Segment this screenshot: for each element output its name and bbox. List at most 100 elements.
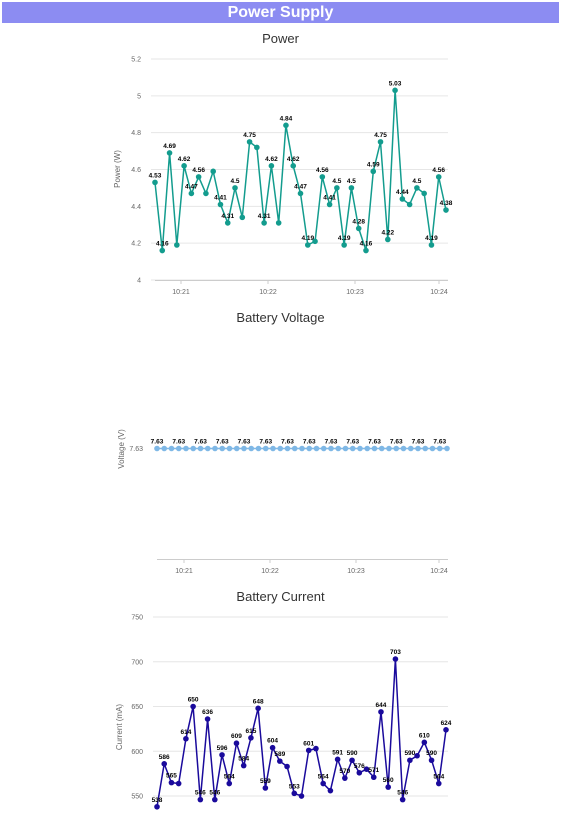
data-point <box>269 744 276 751</box>
data-point <box>161 761 168 767</box>
data-point <box>168 445 175 452</box>
data-point <box>268 163 275 169</box>
data-point <box>204 445 211 452</box>
y-axis-label: Voltage (V) <box>117 429 126 469</box>
data-point <box>334 756 341 763</box>
data-label: 4.19 <box>338 235 351 242</box>
data-point <box>421 739 428 746</box>
data-point <box>363 247 369 254</box>
data-point <box>334 185 340 191</box>
data-point <box>152 179 158 186</box>
data-label: 601 <box>303 740 314 747</box>
data-label: 586 <box>159 754 170 761</box>
data-point <box>197 796 204 803</box>
data-point <box>224 220 231 226</box>
data-label: 604 <box>267 738 278 745</box>
data-point <box>435 174 442 180</box>
data-label: 636 <box>202 709 213 716</box>
data-label: 4.62 <box>287 156 300 163</box>
y-tick-label: 7.63 <box>129 446 143 453</box>
x-tick-label: 10:24 <box>430 289 448 296</box>
data-label: 4.31 <box>258 213 271 220</box>
data-point <box>356 769 363 776</box>
data-label: 4.31 <box>221 213 234 220</box>
data-point <box>204 716 211 722</box>
data-point <box>168 779 175 786</box>
data-point <box>203 190 209 197</box>
data-label: 4.41 <box>323 194 336 201</box>
data-label: 7.63 <box>368 439 381 446</box>
data-point <box>305 747 312 754</box>
data-point <box>241 445 247 452</box>
data-point <box>414 185 420 191</box>
data-label: 576 <box>354 763 365 770</box>
data-label: 7.63 <box>412 439 425 446</box>
data-point <box>297 190 304 197</box>
data-point <box>291 790 298 797</box>
data-label: 4.56 <box>432 167 445 174</box>
data-label: 7.63 <box>433 439 446 446</box>
data-label: 4.41 <box>214 194 227 201</box>
x-tick-label: 10:22 <box>261 568 279 575</box>
data-point <box>195 174 202 180</box>
data-point <box>370 774 377 781</box>
data-label: 4.47 <box>185 183 198 190</box>
data-point <box>415 445 421 452</box>
x-tick-label: 10:22 <box>259 289 277 296</box>
data-point <box>392 87 398 94</box>
data-point <box>348 185 355 191</box>
data-point <box>262 445 269 452</box>
data-point <box>407 445 414 452</box>
data-point <box>428 757 435 764</box>
data-point <box>175 445 182 452</box>
data-label: 648 <box>253 698 264 705</box>
y-tick-label: 600 <box>131 749 143 756</box>
data-label: 538 <box>152 797 163 804</box>
data-label: 590 <box>404 750 415 757</box>
chart-title: Battery Voltage <box>236 310 324 325</box>
x-tick-label: 10:23 <box>347 568 365 575</box>
data-point <box>217 201 224 208</box>
data-label: 4.16 <box>360 241 373 248</box>
data-point <box>154 803 160 810</box>
data-label: 546 <box>195 790 206 797</box>
data-point <box>342 775 348 781</box>
data-point <box>428 242 435 248</box>
data-point <box>378 709 384 715</box>
data-label: 7.63 <box>259 439 272 446</box>
chart-title: Power <box>262 31 300 46</box>
data-label: 4.56 <box>316 167 329 174</box>
data-label: 546 <box>209 790 220 797</box>
data-point <box>443 727 449 733</box>
y-tick-label: 650 <box>131 704 143 711</box>
data-label: 7.63 <box>281 439 294 446</box>
data-label: 4.62 <box>265 156 278 163</box>
chart-title: Battery Current <box>236 589 325 604</box>
y-tick-label: 5.2 <box>131 57 141 64</box>
x-tick-label: 10:21 <box>175 568 193 575</box>
data-label: 703 <box>390 649 401 656</box>
data-point <box>248 445 255 452</box>
data-point <box>255 445 262 452</box>
data-label: 590 <box>426 750 437 757</box>
data-point <box>190 445 197 452</box>
data-point <box>444 445 450 452</box>
data-point <box>378 445 385 452</box>
data-point <box>422 445 429 452</box>
data-point <box>298 793 305 799</box>
data-point <box>246 139 253 145</box>
data-point <box>240 762 247 769</box>
data-label: 546 <box>397 790 408 797</box>
data-point <box>313 445 320 452</box>
data-label: 7.63 <box>346 439 359 446</box>
data-point <box>399 796 406 803</box>
data-label: 570 <box>339 768 350 775</box>
data-label: 560 <box>383 777 394 784</box>
y-tick-label: 4.8 <box>131 130 141 137</box>
x-tick-label: 10:23 <box>346 289 364 296</box>
data-label: 4.5 <box>347 178 356 185</box>
data-point <box>371 445 378 452</box>
data-point <box>183 735 189 742</box>
data-point <box>226 445 233 452</box>
